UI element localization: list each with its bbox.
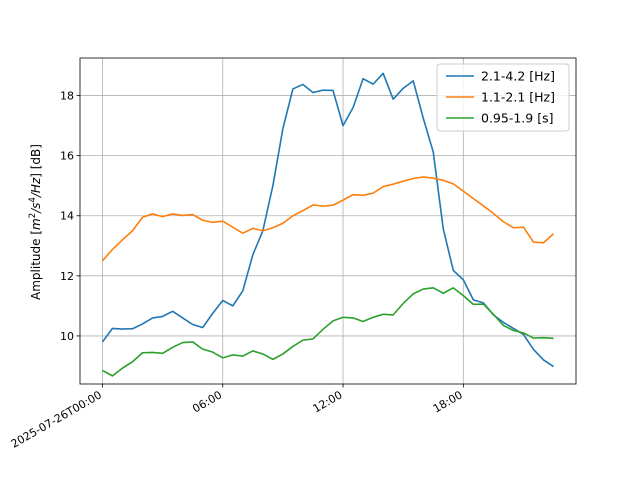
x-tick-label: 18:00 (431, 388, 465, 415)
series-3 (102, 287, 554, 377)
y-tick-label: 10 (60, 330, 74, 343)
series-2 (101, 176, 555, 262)
y-axis-label-slash1: / (29, 207, 43, 214)
y-axis-ticks: 10 12 14 16 18 (60, 90, 80, 343)
grid-lines (80, 58, 576, 384)
legend-label-series-1: 2.1-4.2 [Hz] (481, 69, 555, 84)
y-axis-label: Amplitude [m2/s4/Hz] [dB] (28, 144, 43, 300)
y-axis-label-suffix: ] [dB] (29, 144, 43, 178)
series-line-1 (101, 72, 554, 368)
legend-label-series-3: 0.95-1.9 [s] (481, 111, 553, 126)
y-axis-label-s: s (29, 203, 43, 209)
x-axis-ticks: 2025-07-26T00:00 06:00 12:00 18:00 (9, 384, 465, 451)
y-axis-label-exp2: 2 (28, 213, 38, 218)
plot-area-frame (79, 57, 577, 385)
legend: 2.1-4.2 [Hz] 1.1-2.1 [Hz] 0.95-1.9 [s] (436, 63, 570, 132)
y-axis-label-m: m (29, 218, 43, 230)
y-tick-label: 14 (60, 210, 74, 223)
x-tick-label: 12:00 (311, 388, 345, 415)
x-tick-label: 06:00 (190, 388, 224, 415)
y-axis-label-exp4: 4 (28, 197, 38, 202)
series-1 (101, 72, 554, 368)
series-line-3 (102, 287, 554, 377)
y-tick-label: 16 (60, 150, 74, 163)
x-tick-label: 2025-07-26T00:00 (9, 388, 104, 450)
y-tick-label: 12 (60, 270, 74, 283)
series-line-2 (101, 176, 555, 262)
y-axis-label-slash2: / (29, 191, 43, 198)
y-axis-label-prefix: Amplitude [ (29, 230, 43, 300)
legend-label-series-2: 1.1-2.1 [Hz] (481, 90, 555, 105)
y-tick-label: 18 (60, 90, 74, 103)
legend-box (436, 63, 570, 132)
series-lines (101, 72, 555, 377)
y-axis-label-hz: Hz (29, 177, 43, 193)
